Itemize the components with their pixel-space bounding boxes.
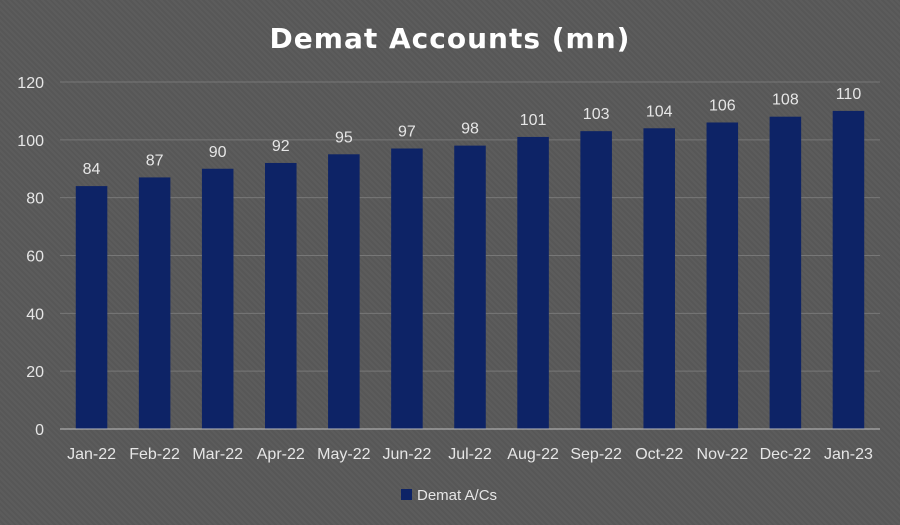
data-label: 103	[583, 106, 610, 123]
x-axis-ticks: Jan-22 Feb-22 Mar-22 Apr-22 May-22 Jun-22 Jul-…	[67, 446, 873, 463]
data-label: 95	[335, 129, 353, 146]
y-tick-label: 40	[26, 306, 44, 323]
bar	[580, 131, 612, 430]
legend: Demat A/Cs	[401, 487, 497, 504]
y-tick-label: 100	[17, 133, 44, 150]
x-tick-label: May-22	[317, 446, 370, 463]
x-tick-label: Jan-22	[67, 446, 116, 463]
legend-label: Demat A/Cs	[417, 487, 497, 504]
data-label: 97	[398, 124, 416, 141]
x-tick-label: Dec-22	[760, 446, 812, 463]
bars	[75, 110, 865, 430]
x-tick-label: Sep-22	[570, 446, 622, 463]
y-tick-label: 120	[17, 75, 44, 92]
bar	[769, 116, 802, 429]
y-tick-label: 0	[35, 422, 44, 439]
data-label: 106	[709, 97, 736, 114]
x-tick-label: Jun-22	[382, 446, 431, 463]
data-label: 87	[146, 152, 164, 169]
y-axis-ticks: 0 20 40 60 80 100 120	[17, 75, 44, 439]
y-tick-label: 20	[26, 364, 44, 381]
y-tick-label: 80	[26, 191, 44, 208]
data-label: 84	[83, 161, 101, 178]
data-labels: 84 87 90 92 95 97 98 101 103 104 106 108 110	[83, 86, 862, 178]
x-tick-label: Mar-22	[192, 446, 243, 463]
data-label: 101	[520, 112, 547, 129]
x-tick-label: Apr-22	[257, 446, 305, 463]
x-tick-label: Jul-22	[448, 446, 492, 463]
x-tick-label: Aug-22	[507, 446, 559, 463]
data-label: 104	[646, 103, 673, 120]
data-label: 92	[272, 138, 290, 155]
y-tick-label: 60	[26, 249, 44, 266]
bar	[138, 177, 171, 429]
chart-title: Demat Accounts (mn)	[270, 22, 631, 55]
data-label: 108	[772, 92, 799, 109]
bar	[643, 128, 675, 429]
x-tick-label: Oct-22	[635, 446, 683, 463]
legend-swatch	[401, 489, 412, 500]
bar	[391, 148, 423, 429]
bar	[454, 145, 486, 429]
data-label: 90	[209, 144, 227, 161]
bar	[75, 186, 108, 429]
bar	[706, 122, 739, 429]
bar	[265, 162, 297, 429]
bar	[517, 136, 549, 430]
bar	[832, 110, 865, 430]
bar	[201, 168, 234, 429]
bar	[328, 154, 360, 429]
x-tick-label: Nov-22	[697, 446, 749, 463]
data-label: 98	[461, 121, 479, 138]
x-tick-label: Jan-23	[824, 446, 873, 463]
x-tick-label: Feb-22	[129, 446, 180, 463]
data-label: 110	[836, 86, 862, 103]
